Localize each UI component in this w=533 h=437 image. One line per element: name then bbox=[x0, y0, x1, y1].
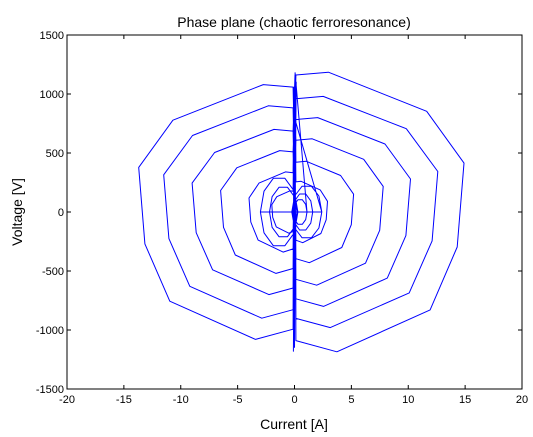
x-tick-label: 5 bbox=[348, 394, 354, 406]
x-tick-label: -10 bbox=[173, 394, 189, 406]
x-tick-label: -20 bbox=[59, 394, 75, 406]
trajectory-group bbox=[138, 71, 465, 353]
x-tick-label: -5 bbox=[233, 394, 243, 406]
y-axis-label: Voltage [V] bbox=[9, 178, 25, 246]
y-tick-label: 1000 bbox=[40, 89, 64, 101]
x-axis-label: Current [A] bbox=[260, 416, 328, 432]
x-ticks: -20 -15 -10 -5 0 5 10 15 20 bbox=[59, 35, 528, 406]
y-tick-label: 1500 bbox=[40, 30, 64, 42]
y-tick-label: 0 bbox=[58, 207, 64, 219]
chart-title: Phase plane (chaotic ferroresonance) bbox=[177, 14, 410, 30]
x-tick-label: 15 bbox=[459, 394, 471, 406]
x-tick-label: -15 bbox=[116, 394, 132, 406]
y-tick-label: -1000 bbox=[36, 325, 64, 337]
x-tick-label: 20 bbox=[516, 394, 528, 406]
x-tick-label: 0 bbox=[291, 394, 297, 406]
y-tick-label: -1500 bbox=[36, 384, 64, 396]
x-tick-label: 10 bbox=[402, 394, 414, 406]
y-ticks: -1500 -1000 -500 0 500 1000 1500 bbox=[36, 30, 522, 396]
y-tick-label: 500 bbox=[46, 148, 64, 160]
phase-trajectory-line bbox=[138, 71, 465, 353]
y-tick-label: -500 bbox=[42, 266, 64, 278]
